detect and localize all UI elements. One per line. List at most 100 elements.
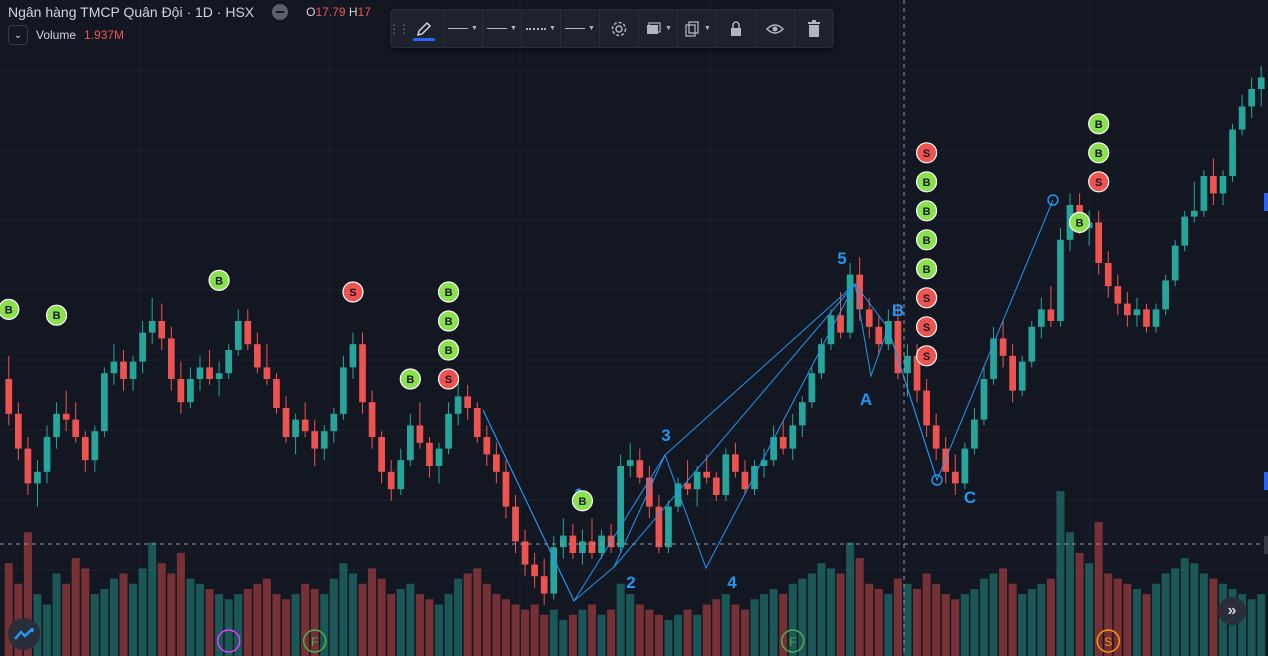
hide-legend-icon[interactable] (272, 4, 289, 20)
signal-letter: B (53, 310, 61, 322)
candle-body (1229, 129, 1236, 176)
volume-legend: ⌄ Volume 1.937M (8, 25, 124, 45)
chevron-down-icon[interactable]: ⌄ (8, 25, 28, 45)
volume-bar (616, 583, 625, 656)
volume-bar (903, 583, 912, 656)
candle-body (158, 321, 166, 339)
candle-body (416, 425, 424, 443)
volume-bar (1104, 573, 1113, 656)
candle-body (426, 442, 433, 466)
volume-bar (979, 578, 988, 656)
volume-bar (884, 594, 893, 656)
scroll-to-realtime-button[interactable]: » (1218, 597, 1246, 625)
buy-signal-badge: B (437, 281, 460, 303)
candle-body (980, 379, 988, 420)
event-circle (216, 629, 241, 653)
candle-body (655, 506, 663, 548)
candle-body (387, 471, 395, 490)
candle-body (751, 466, 758, 490)
candle-body (53, 413, 60, 437)
volume-bar (549, 609, 558, 656)
candle-body (225, 350, 233, 374)
buy-signal-badge: B (915, 229, 938, 251)
signal-letter: B (923, 177, 931, 189)
signal-letter: B (923, 206, 931, 218)
volume-bar (1132, 588, 1141, 656)
candle-body (971, 419, 978, 449)
volume-bar (645, 609, 654, 656)
copy-icon[interactable]: ▼ (678, 10, 716, 47)
sell-signal-badge: S (915, 142, 938, 164)
wave-channel-line (573, 454, 666, 602)
signal-circle (399, 368, 421, 390)
buy-signal-badge: B (45, 304, 68, 326)
line-style-solid-button[interactable]: ▼ (444, 10, 482, 47)
signal-letter: B (445, 287, 453, 299)
volume-bar (348, 573, 357, 656)
lock-icon[interactable] (717, 10, 755, 47)
volume-bar (521, 609, 530, 656)
volume-bar (1209, 578, 1218, 656)
wave-label-4: 4 (727, 573, 737, 592)
symbol-title[interactable]: Ngân hàng TMCP Quân Đội · 1D · HSX (8, 4, 255, 20)
pencil-icon[interactable] (405, 10, 443, 47)
volume-bar (683, 609, 692, 656)
volume-bar (568, 614, 577, 656)
wave-channel-line (854, 283, 889, 329)
wave-label-2: 2 (626, 573, 635, 592)
candle-body (1133, 309, 1141, 316)
volume-bar (262, 578, 271, 656)
volume-bar (788, 583, 797, 656)
buy-sell-signals: B B B S B B B S B B S B B B B S S S B B S B (0, 113, 1110, 512)
candle-body (531, 564, 538, 577)
wave-channel-line (887, 327, 938, 481)
candle-body (1200, 176, 1208, 211)
volume-bar (960, 594, 969, 656)
volume-bar (473, 568, 482, 656)
signal-circle (915, 287, 938, 309)
sell-signal-badge: S (342, 281, 364, 303)
volume-bar (62, 583, 71, 656)
tradingview-logo-icon[interactable] (8, 618, 40, 650)
event-marker: S (1096, 629, 1120, 653)
line-width-button[interactable]: ▼ (483, 10, 521, 47)
candle-body (445, 413, 452, 449)
volume-bar (1180, 558, 1189, 656)
toolbar-divider (794, 10, 795, 47)
signal-letter: B (923, 264, 931, 276)
candle-body (101, 373, 108, 432)
eye-icon[interactable] (756, 10, 794, 47)
toolbar-divider (599, 10, 600, 47)
volume-bar (176, 552, 185, 656)
candle-body (234, 321, 242, 350)
grip-icon[interactable]: ⋮⋮ (388, 21, 410, 36)
volume-bar (664, 619, 673, 656)
toolbar-divider (521, 10, 522, 47)
volume-bar (635, 604, 644, 656)
volume-bar (23, 532, 32, 656)
volume-bar (798, 578, 807, 656)
layers-icon[interactable]: ▼ (639, 10, 677, 47)
volume-bar (1190, 563, 1199, 656)
line-end-arrow-button[interactable]: ▼ (561, 10, 599, 47)
trash-icon[interactable] (795, 10, 833, 47)
signal-circle (1088, 113, 1110, 135)
signal-circle (437, 339, 460, 361)
event-circle (1096, 629, 1120, 653)
candle-body (435, 448, 443, 466)
volume-bar (1257, 594, 1266, 656)
line-style-dashed-button[interactable]: ▼ (522, 10, 560, 47)
candle-body (913, 355, 921, 391)
candle-body (215, 373, 223, 379)
toolbar-divider (755, 10, 756, 47)
candle-body (311, 431, 319, 449)
candle-body (837, 315, 844, 333)
candle-body (263, 367, 271, 379)
volume-bar (654, 614, 663, 656)
volume-bar (501, 599, 510, 656)
gear-icon[interactable] (600, 10, 638, 47)
elliott-wave-lines[interactable] (482, 194, 1059, 602)
volume-bar (320, 594, 329, 656)
